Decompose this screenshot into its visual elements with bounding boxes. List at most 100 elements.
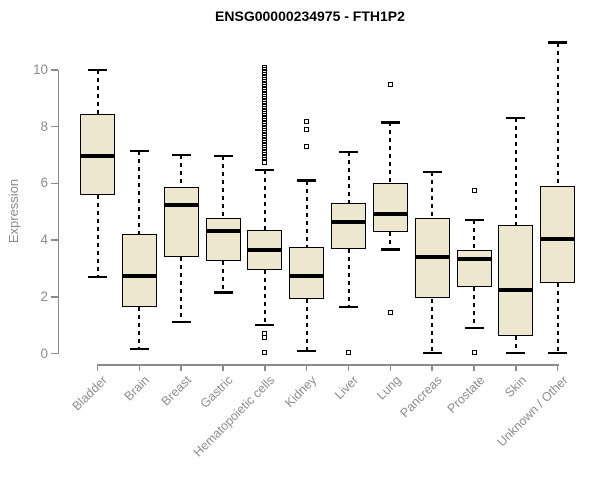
x-axis-line bbox=[96, 364, 559, 366]
whisker-upper bbox=[263, 170, 266, 231]
median-line bbox=[205, 229, 241, 234]
y-axis-tick bbox=[51, 352, 58, 355]
x-axis-tick bbox=[556, 365, 559, 371]
outlier-point bbox=[262, 160, 268, 166]
median-line bbox=[456, 257, 492, 262]
median-line bbox=[121, 274, 157, 279]
x-axis-tick bbox=[138, 365, 141, 371]
whisker-upper bbox=[222, 155, 225, 219]
y-tick-label: 2 bbox=[40, 288, 48, 304]
x-axis-tick bbox=[264, 365, 266, 371]
outlier-point bbox=[304, 118, 310, 124]
whisker-lower bbox=[96, 194, 99, 277]
whisker-lower bbox=[138, 306, 141, 350]
whisker-lower bbox=[305, 298, 308, 351]
outlier-point bbox=[471, 187, 477, 193]
box bbox=[163, 187, 199, 258]
whisker-lower bbox=[389, 232, 392, 250]
x-tick-label: Hematopoietic cells bbox=[191, 373, 278, 460]
x-tick-label: Lung bbox=[373, 373, 404, 403]
whisker-upper bbox=[556, 42, 559, 187]
median-line bbox=[331, 220, 367, 225]
whisker-cap-upper bbox=[297, 179, 317, 182]
whisker-lower bbox=[222, 260, 225, 293]
x-tick-label: Unknown / Other bbox=[494, 373, 571, 450]
box bbox=[540, 186, 576, 283]
x-tick-label: Bladder bbox=[70, 373, 111, 414]
whisker-cap-upper bbox=[422, 170, 442, 174]
x-axis-tick bbox=[473, 365, 475, 371]
x-tick-label: Liver bbox=[332, 373, 362, 403]
median-line bbox=[163, 202, 199, 207]
x-axis-tick bbox=[389, 365, 392, 371]
outlier-point bbox=[346, 350, 352, 356]
outlier-point bbox=[262, 350, 268, 356]
whisker-cap-upper bbox=[380, 121, 400, 124]
y-tick-label: 8 bbox=[40, 118, 48, 134]
whisker-cap-lower bbox=[380, 248, 400, 251]
median-line bbox=[540, 236, 576, 241]
whisker-cap-lower bbox=[213, 291, 233, 294]
y-axis-line bbox=[57, 70, 59, 354]
whisker-cap-lower bbox=[339, 305, 359, 308]
whisker-cap-lower bbox=[422, 351, 442, 354]
outlier-point bbox=[304, 144, 310, 150]
whisker-lower bbox=[263, 270, 266, 326]
outlier-point bbox=[471, 350, 477, 356]
outlier-point bbox=[387, 81, 393, 87]
whisker-upper bbox=[138, 150, 141, 235]
whisker-cap-lower bbox=[171, 321, 191, 324]
median-line bbox=[498, 287, 534, 292]
whisker-upper bbox=[347, 152, 350, 204]
box bbox=[372, 183, 408, 233]
whisker-upper bbox=[180, 155, 183, 188]
y-tick-label: 0 bbox=[40, 345, 48, 361]
whisker-cap-upper bbox=[171, 153, 191, 157]
whisker-cap-lower bbox=[297, 349, 317, 352]
chart-title: ENSG00000234975 - FTH1P2 bbox=[215, 8, 405, 24]
x-axis-tick bbox=[222, 365, 224, 371]
whisker-lower bbox=[514, 336, 517, 353]
whisker-upper bbox=[431, 172, 434, 218]
y-axis-tick bbox=[51, 239, 58, 241]
x-tick-label: Pancreas bbox=[397, 373, 446, 421]
whisker-lower bbox=[473, 286, 476, 328]
whisker-cap-lower bbox=[548, 351, 568, 354]
outlier-point bbox=[262, 335, 268, 341]
whisker-cap-upper bbox=[129, 149, 149, 152]
outlier-point bbox=[387, 309, 393, 315]
whisker-cap-lower bbox=[88, 275, 107, 279]
x-tick-label: Kidney bbox=[282, 373, 320, 410]
box bbox=[289, 247, 325, 299]
y-tick-label: 6 bbox=[40, 175, 48, 191]
whisker-upper bbox=[96, 70, 99, 114]
x-axis-tick bbox=[305, 365, 308, 371]
box bbox=[205, 218, 241, 261]
x-tick-label: Brain bbox=[121, 373, 153, 404]
y-axis-tick bbox=[51, 125, 58, 128]
whisker-cap-upper bbox=[88, 68, 107, 72]
median-line bbox=[414, 255, 450, 260]
box bbox=[456, 250, 492, 287]
whisker-cap-lower bbox=[255, 324, 275, 327]
median-line bbox=[289, 274, 325, 279]
box bbox=[498, 224, 534, 337]
whisker-lower bbox=[431, 298, 434, 353]
x-tick-label: Prostate bbox=[444, 373, 487, 416]
box bbox=[80, 113, 115, 195]
whisker-lower bbox=[180, 257, 183, 323]
x-axis-tick bbox=[347, 365, 350, 371]
x-axis-tick bbox=[431, 365, 433, 371]
y-axis-tick bbox=[51, 182, 58, 185]
y-tick-label: 10 bbox=[32, 62, 48, 77]
x-tick-label: Gastric bbox=[198, 373, 236, 411]
whisker-cap-lower bbox=[129, 348, 149, 351]
median-line bbox=[372, 212, 408, 217]
whisker-cap-upper bbox=[255, 168, 275, 172]
y-axis-tick bbox=[51, 296, 58, 298]
median-line bbox=[80, 154, 115, 159]
whisker-cap-upper bbox=[548, 41, 568, 44]
box bbox=[331, 203, 367, 249]
